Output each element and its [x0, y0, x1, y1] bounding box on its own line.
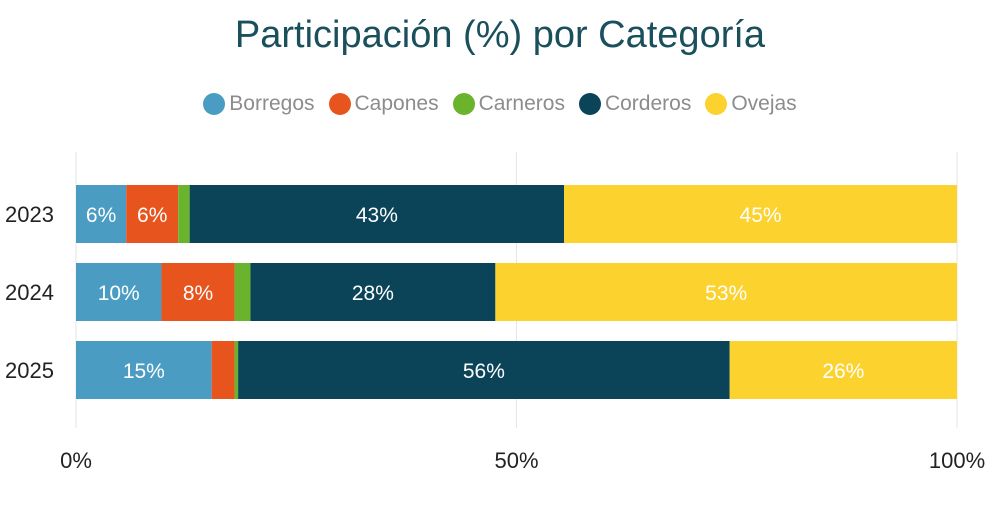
- bar-segment[interactable]: [189, 185, 565, 243]
- y-tick-label: 2024: [5, 280, 54, 305]
- legend-label: Corderos: [604, 92, 692, 115]
- chart-legend: Borregos Capones Carneros Corderos Ovejas: [0, 92, 1000, 116]
- data-label: 10%: [98, 282, 140, 305]
- bar-segment[interactable]: [211, 341, 235, 399]
- bar-segment[interactable]: [76, 185, 127, 243]
- bar-segment[interactable]: [495, 263, 957, 321]
- legend-item[interactable]: Ovejas: [705, 92, 797, 116]
- legend-label: Borregos: [229, 92, 315, 115]
- data-label: 43%: [356, 204, 398, 227]
- bar-segment[interactable]: [729, 341, 957, 399]
- legend-swatch: [705, 93, 728, 115]
- bar-segment[interactable]: [178, 185, 190, 243]
- x-tick-label: 100%: [929, 448, 985, 473]
- legend-item[interactable]: Capones: [328, 92, 439, 116]
- legend-swatch: [578, 93, 601, 115]
- x-tick-label: 50%: [494, 448, 538, 473]
- bar-segment[interactable]: [234, 263, 251, 321]
- data-label: 8%: [183, 282, 213, 305]
- legend-item[interactable]: Corderos: [578, 92, 692, 116]
- data-label: 15%: [123, 360, 165, 383]
- bar-segment[interactable]: [76, 341, 212, 399]
- bar-segment[interactable]: [161, 263, 235, 321]
- legend-item[interactable]: Carneros: [452, 92, 565, 116]
- data-label: 6%: [137, 204, 167, 227]
- x-tick-label: 0%: [60, 448, 92, 473]
- legend-label: Capones: [354, 92, 439, 115]
- y-tick-label: 2023: [5, 202, 54, 227]
- bar-segment[interactable]: [238, 341, 730, 399]
- legend-item[interactable]: Borregos: [203, 92, 315, 116]
- data-label: 6%: [86, 204, 116, 227]
- data-label: 45%: [740, 204, 782, 227]
- legend-swatch: [328, 93, 351, 115]
- y-tick-label: 2025: [5, 358, 54, 383]
- legend-swatch: [203, 93, 226, 115]
- data-label: 28%: [352, 282, 394, 305]
- data-label: 53%: [705, 282, 747, 305]
- legend-swatch: [452, 93, 475, 115]
- legend-label: Ovejas: [731, 92, 797, 115]
- data-label: 26%: [822, 360, 864, 383]
- data-label: 56%: [463, 360, 505, 383]
- bar-segment[interactable]: [126, 185, 179, 243]
- chart-title: Participación (%) por Categoría: [234, 14, 766, 56]
- bar-segment[interactable]: [564, 185, 957, 243]
- bar-segment[interactable]: [250, 263, 496, 321]
- legend-label: Carneros: [478, 92, 565, 115]
- bar-segment[interactable]: [76, 263, 162, 321]
- bar-segment[interactable]: [234, 341, 239, 399]
